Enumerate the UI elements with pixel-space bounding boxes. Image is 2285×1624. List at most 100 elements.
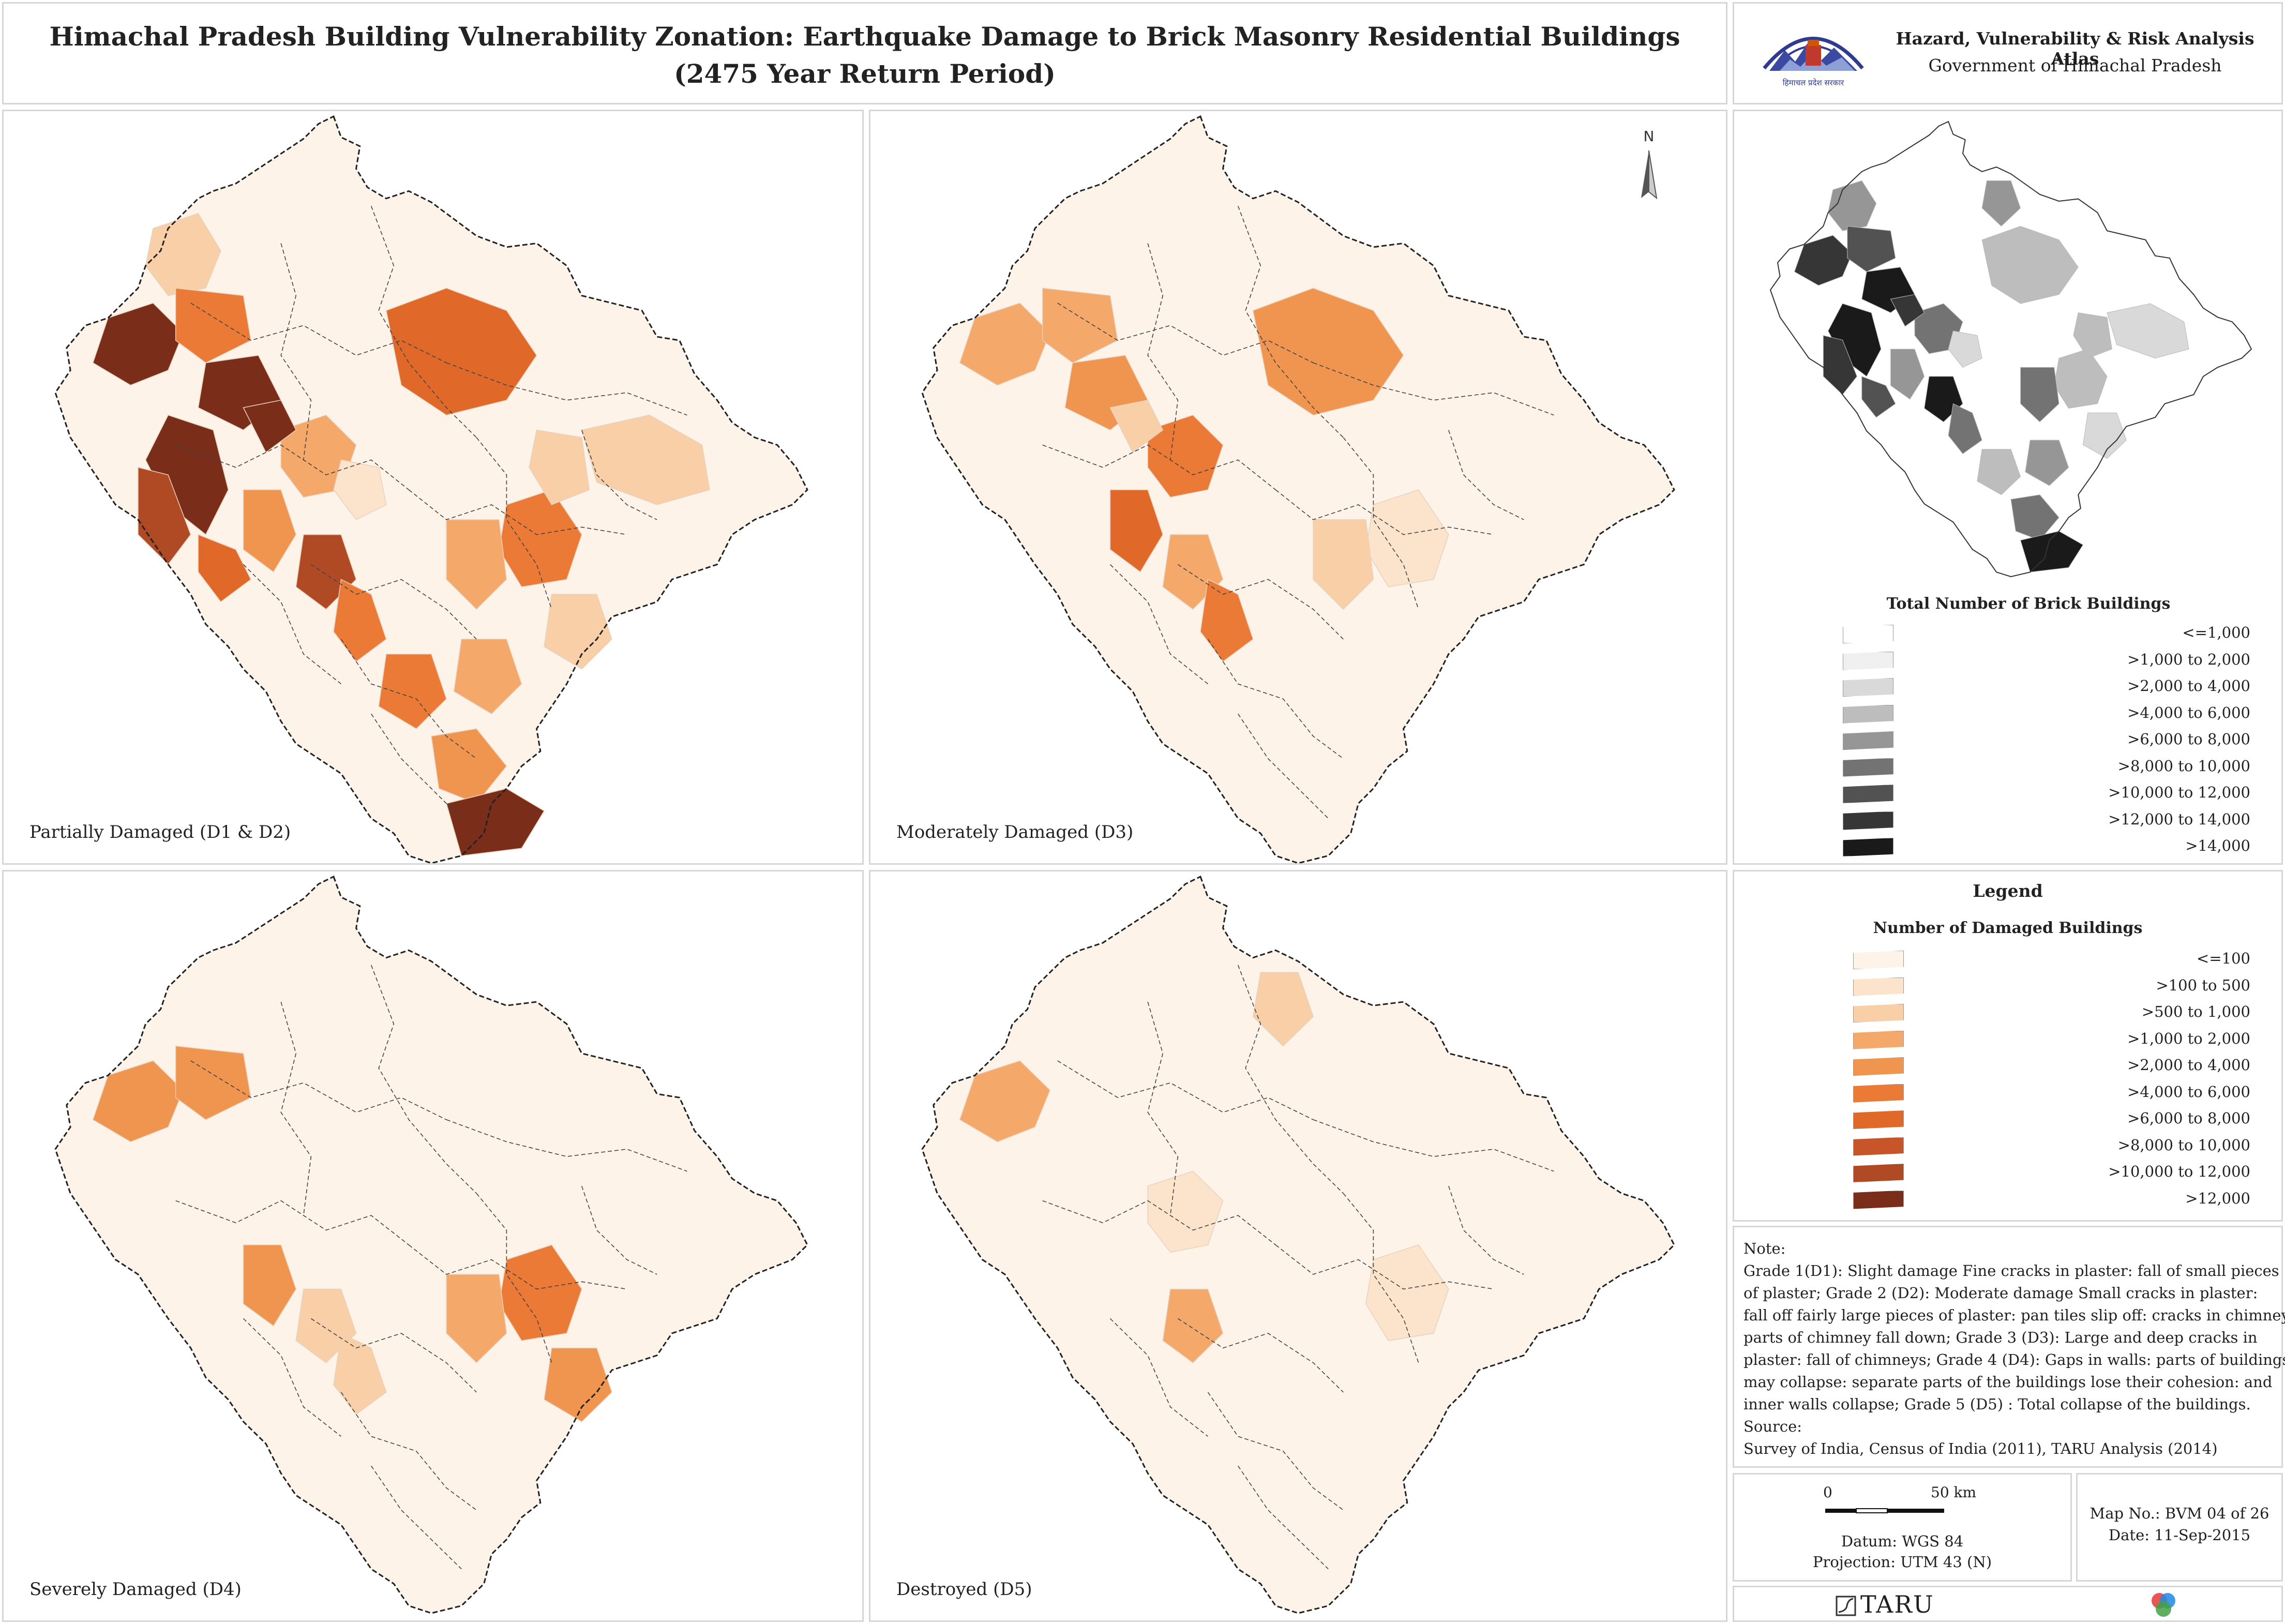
legend-swatch xyxy=(1843,758,1893,777)
legend-row: >10,000 to 12,000 xyxy=(1853,1160,2250,1185)
inset-district-region xyxy=(1948,403,1982,455)
district-boundary xyxy=(310,1318,477,1393)
panel-partially-damaged: Partially Damaged (D1 & D2) xyxy=(2,110,864,865)
scale-fifty: 50 km xyxy=(1931,1484,1977,1501)
district-boundary xyxy=(408,489,627,535)
district-boundary xyxy=(1177,1318,1344,1393)
legend-swatch xyxy=(1843,731,1893,750)
district-boundary xyxy=(1057,303,1314,364)
legend-swatch xyxy=(1843,811,1893,830)
inset-map-total-buildings xyxy=(1769,121,2252,578)
district-region xyxy=(959,303,1051,386)
district-region xyxy=(175,288,251,364)
district-boundary xyxy=(243,1318,342,1437)
map-severely-damaged xyxy=(54,875,808,1614)
legend-swatch xyxy=(1843,678,1893,697)
district-boundary xyxy=(1109,564,1209,685)
legend-label: >12,000 xyxy=(2185,1189,2250,1207)
district-region xyxy=(385,288,537,416)
legend-row: >12,000 xyxy=(1853,1186,2250,1212)
legend-label: >14,000 xyxy=(2185,837,2250,854)
note-line: parts of chimney fall down; Grade 3 (D3)… xyxy=(1743,1329,2258,1346)
district-boundary xyxy=(190,303,447,364)
legend-label: >100 to 500 xyxy=(2156,976,2250,994)
district-region xyxy=(1200,579,1254,663)
map-number: Map No.: BVM 04 of 26 xyxy=(2089,1505,2269,1522)
legend-row: <=1,000 xyxy=(1843,621,2250,646)
taru-logo-icon xyxy=(1836,1596,1856,1616)
mapinfo-box: Map No.: BVM 04 of 26 Date: 11-Sep-2015 xyxy=(2076,1473,2283,1582)
district-boundary xyxy=(1042,1200,1276,1245)
legend-row: >4,000 to 6,000 xyxy=(1853,1080,2250,1106)
district-region xyxy=(243,399,297,453)
legend-row: >10,000 to 12,000 xyxy=(1843,780,2250,806)
legend-swatch xyxy=(1853,1190,1904,1209)
legend-row: >1,000 to 2,000 xyxy=(1843,648,2250,673)
legend-swatch xyxy=(1843,838,1893,856)
inset-district-region xyxy=(2025,440,2069,486)
legend-row: >8,000 to 10,000 xyxy=(1843,754,2250,780)
inset-district-region xyxy=(2020,531,2084,573)
legend-label: >12,000 to 14,000 xyxy=(2108,810,2250,828)
district-boundary xyxy=(371,1465,462,1570)
district-boundary xyxy=(340,1392,477,1511)
state-boundary xyxy=(921,875,1675,1614)
north-letter: N xyxy=(1644,128,1655,145)
legend-heading: Legend xyxy=(1973,881,2043,901)
legend-label: <=1,000 xyxy=(2182,624,2250,641)
district-region xyxy=(145,414,229,535)
legend-swatch xyxy=(1853,1057,1904,1076)
district-region xyxy=(92,1060,184,1142)
district-boundary xyxy=(1207,639,1344,759)
panel-label: Severely Damaged (D4) xyxy=(29,1579,242,1600)
district-boundary xyxy=(1238,1465,1329,1570)
note-box: Note: Grade 1(D1): Slight damage Fine cr… xyxy=(1733,1226,2285,1468)
inset-state-boundary xyxy=(1769,121,2252,578)
atlas-subtitle: Government of Himachal Pradesh xyxy=(1928,55,2222,76)
map-partially-damaged xyxy=(54,115,808,863)
scale-zero: 0 xyxy=(1823,1484,1832,1501)
map-title-line1: Himachal Pradesh Building Vulnerability … xyxy=(49,21,1680,52)
atlas-title: Hazard, Vulnerability & Risk Analysis At… xyxy=(1896,28,2254,69)
district-boundary xyxy=(280,243,312,460)
legend-label: >8,000 to 10,000 xyxy=(2117,1136,2250,1154)
scale-box: 0 50 km Datum: WGS 84 Projection: UTM 43… xyxy=(1733,1473,2072,1582)
legend-swatch xyxy=(1843,625,1893,643)
district-boundary xyxy=(446,362,687,416)
legend-row: >1,000 to 2,000 xyxy=(1853,1027,2250,1052)
district-region xyxy=(378,653,447,730)
legend-row: >6,000 to 8,000 xyxy=(1843,727,2250,753)
legend-label: >6,000 to 8,000 xyxy=(2127,730,2250,748)
legend-label: >500 to 1,000 xyxy=(2141,1003,2250,1020)
district-boundary xyxy=(408,1244,627,1290)
legend-label: >8,000 to 10,000 xyxy=(2117,757,2250,775)
note-line: Note: xyxy=(1743,1240,1786,1257)
district-region xyxy=(1109,399,1164,453)
district-boundary xyxy=(175,444,409,490)
district-region xyxy=(544,1347,612,1422)
inset-district-region xyxy=(1948,330,1982,368)
taru-label: TARU xyxy=(1860,1590,1934,1618)
district-boundary xyxy=(1275,1244,1494,1290)
state-boundary xyxy=(921,115,1675,863)
legend-row: <=100 xyxy=(1853,946,2250,972)
note-line: Grade 1(D1): Slight damage Fine cracks i… xyxy=(1743,1262,2279,1280)
district-boundary xyxy=(370,965,477,1194)
district-region xyxy=(1252,288,1404,416)
district-boundary xyxy=(1057,1060,1314,1120)
legend-subtitle: Number of Damaged Buildings xyxy=(1873,919,2143,937)
district-region xyxy=(544,594,612,670)
district-boundary xyxy=(1237,965,1344,1194)
district-region xyxy=(1365,1244,1449,1341)
inset-box: Total Number of Brick Buildings <=1,000 >… xyxy=(1733,110,2283,865)
panel-label: Partially Damaged (D1 & D2) xyxy=(29,822,291,843)
district-boundary xyxy=(1177,564,1344,640)
inset-district-region xyxy=(2073,312,2112,359)
emblem-caption: हिमाचल प्रदेश सरकार xyxy=(1783,78,1844,87)
legend-label: >1,000 to 2,000 xyxy=(2127,650,2250,668)
legend-label: >4,000 to 6,000 xyxy=(2127,703,2250,721)
district-boundary xyxy=(1343,437,1419,610)
district-boundary xyxy=(280,1001,312,1216)
inset-district-region xyxy=(2107,303,2189,359)
district-region xyxy=(446,1274,507,1363)
